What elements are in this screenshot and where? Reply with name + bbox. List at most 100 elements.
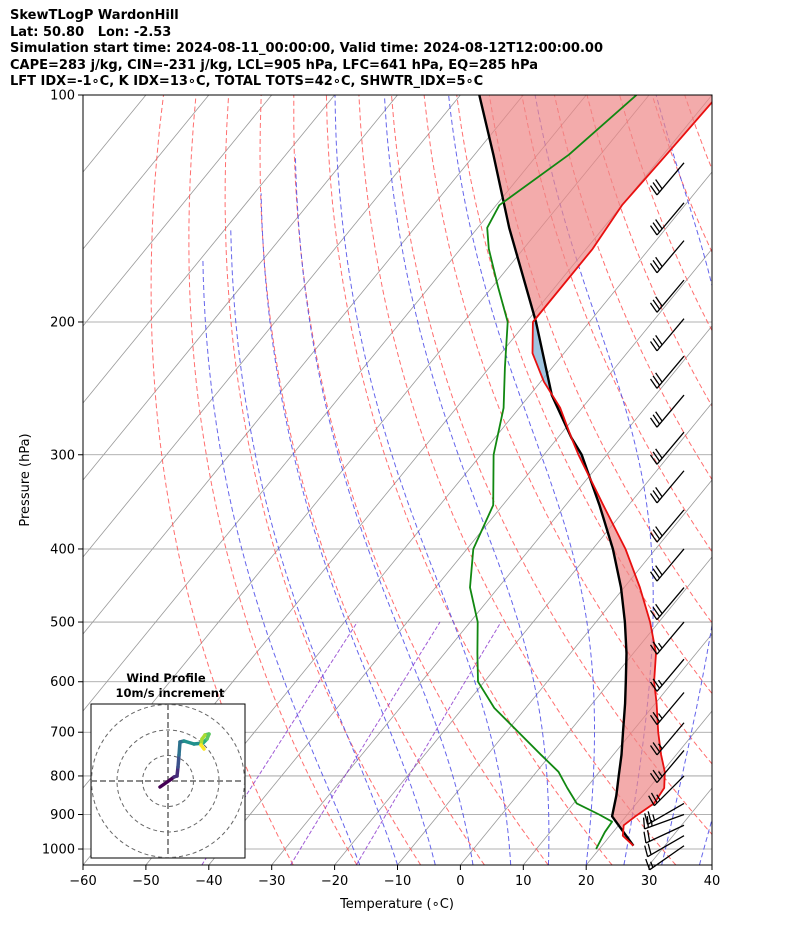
wind-barb-flag <box>652 606 661 618</box>
wind-barb-flag <box>649 681 658 692</box>
wind-barb-flag <box>649 378 658 389</box>
wind-barb-flag <box>649 225 658 236</box>
wind-barb-flag <box>649 417 658 428</box>
isotherm-line <box>83 95 84 96</box>
hodograph-segment <box>176 753 181 769</box>
moist-adiabat <box>655 95 712 865</box>
isotherm-line <box>83 95 335 404</box>
wind-barb-flag <box>649 341 658 352</box>
wind-barb-flag <box>652 678 661 689</box>
header-lat-lon: Lat: 50.80 Lon: -2.53 <box>10 24 172 40</box>
wind-barb-staff <box>656 279 685 313</box>
wind-barb-flag <box>646 816 649 828</box>
wind-barb-flag <box>649 644 658 655</box>
wind-barb <box>642 813 685 830</box>
wind-barb-staff <box>645 824 685 844</box>
wind-profile-inset: Wind Profile 10m/s increment <box>90 671 246 859</box>
wind-barb-flag <box>652 769 661 780</box>
wind-barb-half-flag <box>657 743 663 750</box>
dry-adiabat <box>651 95 712 254</box>
wind-barb-flag <box>652 414 661 425</box>
wind-barb <box>649 692 685 726</box>
mixing-ratio-line <box>290 621 441 865</box>
x-tick-label: −10 <box>384 874 411 889</box>
temperature-line <box>531 100 712 847</box>
hodograph-segment <box>199 743 206 751</box>
wind-barb <box>649 318 685 352</box>
x-tick-label: −60 <box>69 874 96 889</box>
hodograph-layer <box>91 704 245 858</box>
isotherm-line <box>208 248 712 865</box>
isotherm-line <box>334 402 712 865</box>
y-tick-label: 700 <box>50 726 75 741</box>
mixing-ratio-line <box>201 621 358 865</box>
header-simulation-time: Simulation start time: 2024-08-11_00:00:… <box>10 41 603 56</box>
parcel-path-line <box>478 95 635 847</box>
wind-barb-flag <box>652 375 661 386</box>
chart-header: SkewTLogP WardonHill Lat: 50.80 Lon: -2.… <box>10 8 603 91</box>
header-cape-cin: CAPE=283 j/kg, CIN=-231 j/kg, LCL=905 hP… <box>10 57 538 73</box>
wind-barb-flag <box>649 745 658 756</box>
dewpoint-line <box>469 95 638 850</box>
wind-barb <box>649 587 685 621</box>
moist-adiabat <box>230 227 398 865</box>
wind-barb <box>649 431 685 465</box>
header-indices: LFT IDX=-1∘C, K IDX=13∘C, TOTAL TOTS=42∘… <box>10 74 484 89</box>
wind-barb-flag <box>655 603 663 614</box>
inset-title: Wind Profile <box>126 671 206 685</box>
wind-barb <box>644 802 685 825</box>
wind-barb-flag <box>649 493 658 504</box>
y-tick-label: 400 <box>50 542 75 557</box>
wind-barb-flag <box>652 299 661 310</box>
dry-adiabat <box>358 95 677 865</box>
wind-barb <box>649 202 685 236</box>
wind-barb <box>649 279 685 313</box>
wind-barb-staff <box>656 658 685 692</box>
dry-adiabat <box>684 95 712 171</box>
wind-barb-flag <box>652 490 661 501</box>
profile-layer <box>469 95 712 850</box>
wind-barb-staff <box>656 722 685 756</box>
x-tick-label: 10 <box>515 874 532 889</box>
wind-barb <box>649 470 685 504</box>
wind-barb <box>649 509 685 543</box>
wind-barb-staff <box>647 835 685 858</box>
wind-barb-staff <box>656 318 685 352</box>
wind-barb-staff <box>656 470 685 504</box>
dry-adiabat <box>259 95 485 865</box>
y-tick-label: 1000 <box>42 843 75 858</box>
wind-barb-staff <box>656 621 685 655</box>
wind-barb-flag <box>655 372 663 383</box>
cin-area <box>479 95 712 319</box>
dry-adiabat <box>783 95 794 865</box>
y-tick-label: 100 <box>50 89 75 104</box>
wind-barb <box>649 162 685 196</box>
isotherm-line <box>460 556 712 865</box>
wind-barb <box>644 835 685 858</box>
dry-adiabat <box>750 95 794 865</box>
wind-barb-staff <box>656 431 685 465</box>
wind-barb-half-flag <box>656 794 661 801</box>
wind-barb-staff <box>656 162 685 196</box>
wind-barb-flag <box>647 843 652 855</box>
wind-barb-layer <box>642 162 685 871</box>
mixing-ratio-line <box>355 621 502 865</box>
wind-barb-staff <box>656 587 685 621</box>
wind-barb-staff <box>653 775 685 807</box>
wind-barb-flag <box>655 219 663 230</box>
isotherm-line <box>145 171 712 865</box>
isotherm-line <box>271 325 712 865</box>
wind-barb-half-flag <box>657 713 663 719</box>
wind-barb <box>649 750 685 784</box>
wind-barb-flag <box>655 179 663 190</box>
wind-barb-flag <box>655 448 663 459</box>
wind-barb <box>649 722 685 756</box>
wind-barb-staff <box>656 202 685 236</box>
wind-barb-flag <box>655 526 663 537</box>
wind-barb-flag <box>652 338 661 349</box>
wind-barb-flag <box>655 256 663 268</box>
x-axis-label: Temperature (∘C) <box>339 897 454 912</box>
wind-barb-staff <box>649 845 685 871</box>
wind-barb-flag <box>647 811 652 823</box>
wind-barb-staff <box>647 802 685 825</box>
